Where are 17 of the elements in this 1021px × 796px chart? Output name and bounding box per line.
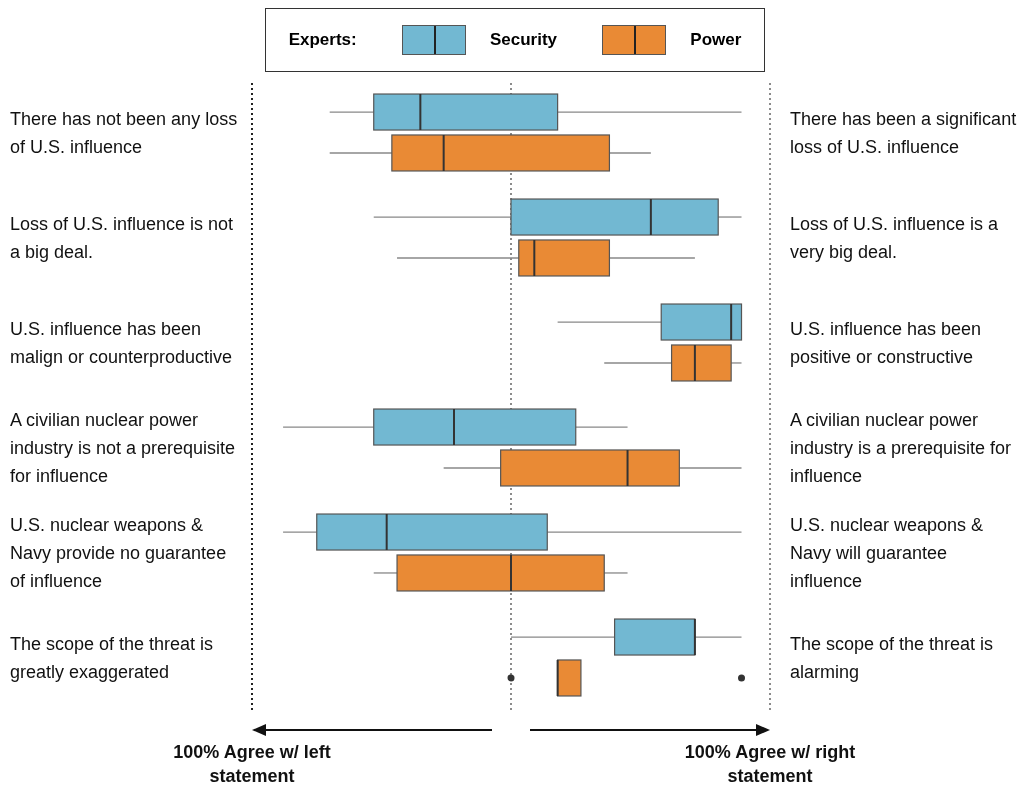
text: There has been a significant loss of U.S. influence <box>790 107 1018 159</box>
y-tick-label: The scope of the threat is greatly exaggerated <box>10 632 215 684</box>
x-tick-label: 100% Agree w/ left statement <box>173 742 331 786</box>
y-tick-label: Loss of U.S. influence is not a big deal. <box>10 212 235 264</box>
text: Loss of U.S. influence is a very big deal. <box>790 212 1000 264</box>
legend-label: Security <box>489 30 558 50</box>
text: A civilian nuclear power industry is a prerequisite for influence <box>790 408 1013 488</box>
legend-title: Experts: <box>288 30 357 50</box>
legend-label: Power <box>690 30 742 50</box>
y-tick-label: A civilian nuclear power industry is not a prerequisite for influence <box>10 408 237 488</box>
text: U.S. influence has been positive or constructive <box>790 317 983 369</box>
y-tick-label: There has not been any loss of U.S. influence <box>10 107 239 159</box>
text: The scope of the threat is alarming <box>790 632 995 684</box>
x-tick-label: 100% Agree w/ right statement <box>684 742 856 786</box>
y-tick-label: U.S. influence has been malign or counterproductive <box>10 317 234 369</box>
text: U.S. nuclear weapons & Navy will guarantee influence <box>790 513 985 593</box>
y-tick-label: U.S. nuclear weapons & Navy provide no guarantee of influence <box>10 513 228 593</box>
